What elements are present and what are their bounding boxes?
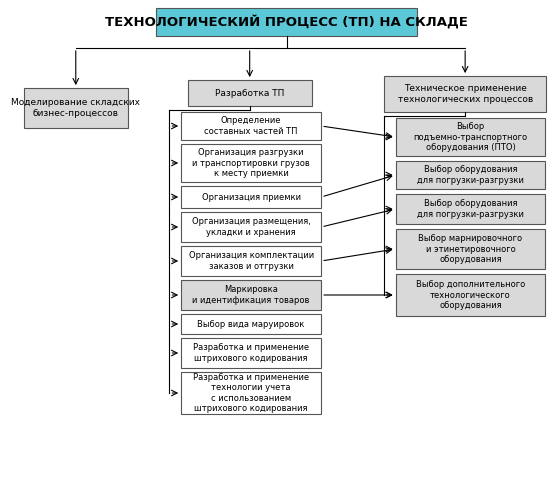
- Text: Разработка и применение
штрихового кодирования: Разработка и применение штрихового кодир…: [193, 343, 309, 363]
- Text: Выбор вида маруировок: Выбор вида маруировок: [198, 320, 305, 329]
- FancyBboxPatch shape: [384, 76, 546, 112]
- Text: Организация приемки: Организация приемки: [201, 193, 301, 202]
- Text: Выбор оборудования
для погрузки-разгрузки: Выбор оборудования для погрузки-разгрузк…: [417, 165, 524, 185]
- Text: Разработка ТП: Разработка ТП: [215, 88, 284, 97]
- Text: Техническое применение
технологических процессов: Техническое применение технологических п…: [397, 84, 533, 104]
- Text: Маркировка
и идентификация товаров: Маркировка и идентификация товаров: [193, 286, 310, 305]
- Text: Организация комплектации
заказов и отгрузки: Организация комплектации заказов и отгру…: [189, 251, 314, 271]
- Text: ТЕХНОЛОГИЧЕСКИЙ ПРОЦЕСС (ТП) НА СКЛАДЕ: ТЕХНОЛОГИЧЕСКИЙ ПРОЦЕСС (ТП) НА СКЛАДЕ: [105, 15, 468, 29]
- FancyBboxPatch shape: [396, 274, 546, 316]
- Text: Организация размещения,
укладки и хранения: Организация размещения, укладки и хранен…: [191, 217, 311, 237]
- FancyBboxPatch shape: [396, 118, 546, 156]
- Text: Организация разгрузки
и транспортировки грузов
к месту приемки: Организация разгрузки и транспортировки …: [192, 148, 310, 178]
- FancyBboxPatch shape: [396, 194, 546, 224]
- FancyBboxPatch shape: [157, 8, 417, 36]
- FancyBboxPatch shape: [181, 246, 321, 276]
- FancyBboxPatch shape: [181, 212, 321, 242]
- FancyBboxPatch shape: [24, 88, 128, 128]
- Text: Разработка и применение
технологии учета
с использованием
штрихового кодирования: Разработка и применение технологии учета…: [193, 373, 309, 413]
- FancyBboxPatch shape: [181, 338, 321, 368]
- FancyBboxPatch shape: [181, 314, 321, 334]
- Text: Выбор марнировочного
и этинетировочного
оборудования: Выбор марнировочного и этинетировочного …: [418, 234, 522, 264]
- FancyBboxPatch shape: [181, 186, 321, 208]
- Text: Определение
составных частей ТП: Определение составных частей ТП: [204, 116, 298, 136]
- Text: Выбор оборудования
для погрузки-разгрузки: Выбор оборудования для погрузки-разгрузк…: [417, 199, 524, 219]
- FancyBboxPatch shape: [181, 112, 321, 140]
- FancyBboxPatch shape: [188, 80, 311, 106]
- FancyBboxPatch shape: [396, 161, 546, 189]
- Text: Выбор
подъемно-транспортного
оборудования (ПТО): Выбор подъемно-транспортного оборудовани…: [413, 122, 527, 152]
- Text: Выбор дополнительного
технологического
оборудования: Выбор дополнительного технологического о…: [416, 280, 525, 310]
- FancyBboxPatch shape: [181, 372, 321, 414]
- FancyBboxPatch shape: [396, 229, 546, 269]
- FancyBboxPatch shape: [181, 144, 321, 182]
- FancyBboxPatch shape: [181, 280, 321, 310]
- Text: Моделирование складских
бизнес-процессов: Моделирование складских бизнес-процессов: [11, 98, 140, 118]
